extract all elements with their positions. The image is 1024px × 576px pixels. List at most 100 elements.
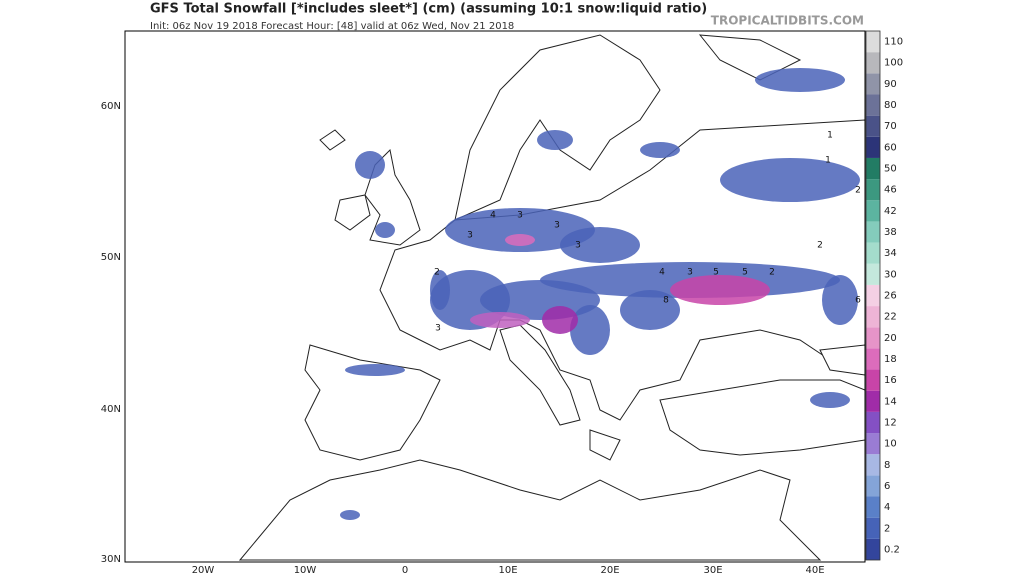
colorbar-swatch	[866, 73, 880, 95]
colorbar-label: 8	[884, 460, 890, 471]
colorbar-swatch	[866, 454, 880, 476]
colorbar-label: 10	[884, 439, 897, 450]
colorbar-swatch	[866, 115, 880, 137]
colorbar-label: 42	[884, 206, 897, 217]
colorbar-swatch	[866, 306, 880, 328]
latitude-label: 60N	[101, 101, 121, 112]
latitude-label: 30N	[101, 554, 121, 565]
colorbar-swatch	[866, 475, 880, 497]
snowfall-area	[505, 234, 535, 246]
colorbar-label: 4	[884, 502, 890, 513]
coastline	[304, 344, 441, 461]
contour-label: 5	[742, 268, 748, 278]
snowfall-area	[340, 510, 360, 520]
colorbar-swatch	[866, 369, 880, 391]
snowfall-area	[430, 270, 450, 310]
colorbar-swatch	[866, 136, 880, 158]
colorbar-swatch	[866, 221, 880, 243]
snowfall-area	[640, 142, 680, 158]
contour-label: 2	[855, 186, 861, 196]
snowfall-area	[620, 290, 680, 330]
longitude-label: 10W	[294, 565, 317, 576]
colorbar-swatch	[866, 179, 880, 201]
latitude-label: 40N	[101, 404, 121, 415]
contour-label: 2	[769, 268, 775, 278]
colorbar-swatch	[866, 390, 880, 412]
colorbar-swatch	[866, 94, 880, 116]
colorbar-swatch	[866, 31, 880, 53]
longitude-label: 20E	[600, 565, 619, 576]
contour-label: 3	[435, 324, 441, 334]
colorbar-swatch	[866, 348, 880, 370]
colorbar-swatch	[866, 52, 880, 74]
snowfall-area	[755, 68, 845, 92]
contour-label: 3	[554, 221, 560, 231]
colorbar-label: 16	[884, 375, 897, 386]
colorbar-label: 80	[884, 100, 897, 111]
coastline	[319, 129, 346, 151]
contour-label: 3	[575, 241, 581, 251]
latitude-label: 50N	[101, 252, 121, 263]
snowfall-area	[375, 222, 395, 238]
contour-label: 3	[517, 211, 523, 221]
snowfall-area	[355, 151, 385, 179]
contour-label: 5	[713, 268, 719, 278]
colorbar-label: 30	[884, 269, 897, 280]
colorbar-label: 50	[884, 164, 897, 175]
longitude-label: 40E	[805, 565, 824, 576]
colorbar-label: 70	[884, 121, 897, 132]
snowfall-area	[345, 364, 405, 376]
colorbar-label: 0.2	[884, 544, 900, 555]
longitude-label: 20W	[192, 565, 215, 576]
snowfall-area	[822, 275, 858, 325]
colorbar-label: 20	[884, 333, 897, 344]
snowfall-area	[570, 305, 610, 355]
snowfall-area	[470, 312, 530, 328]
contour-label: 4	[490, 211, 496, 221]
colorbar-swatch	[866, 433, 880, 455]
snowfall-area	[670, 275, 770, 305]
colorbar-swatch	[866, 242, 880, 264]
longitude-label: 10E	[498, 565, 517, 576]
contour-label: 2	[434, 268, 440, 278]
watermark: TROPICALTIDBITS.COM	[711, 14, 864, 28]
colorbar-label: 12	[884, 417, 897, 428]
contour-label: 6	[855, 296, 861, 306]
coastline	[238, 459, 822, 561]
colorbar-swatch	[866, 200, 880, 222]
colorbar-swatch	[866, 538, 880, 560]
colorbar-frame	[865, 30, 881, 561]
colorbar-label: 14	[884, 396, 897, 407]
colorbar-swatch	[866, 284, 880, 307]
longitude-label: 0	[402, 565, 408, 576]
colorbar-label: 38	[884, 227, 897, 238]
colorbar-swatch	[866, 517, 880, 539]
map-frame	[124, 30, 866, 563]
coastline	[819, 344, 865, 376]
colorbar-label: 46	[884, 185, 897, 196]
colorbar-label: 26	[884, 291, 897, 302]
colorbar-label: 90	[884, 79, 897, 90]
contour-label: 8	[663, 296, 669, 306]
contour-label: 4	[659, 268, 665, 278]
contour-label: 1	[827, 131, 833, 141]
title: GFS Total Snowfall [*includes sleet*] (c…	[150, 2, 707, 17]
colorbar-label: 18	[884, 354, 897, 365]
snowfall-area	[810, 392, 850, 408]
snowfall-area	[537, 130, 573, 150]
contour-label: 3	[467, 231, 473, 241]
longitude-label: 30E	[703, 565, 722, 576]
colorbar-swatch	[866, 496, 880, 518]
subtitle: Init: 06z Nov 19 2018 Forecast Hour: [48…	[150, 21, 514, 32]
snowfall-area	[560, 227, 640, 263]
contour-label: 1	[825, 156, 831, 166]
snowfall-area	[542, 306, 578, 334]
coastline	[589, 429, 621, 461]
colorbar-label: 22	[884, 312, 897, 323]
colorbar-swatch	[866, 157, 880, 180]
colorbar-swatch	[866, 263, 880, 285]
colorbar-label: 2	[884, 523, 890, 534]
colorbar-label: 60	[884, 142, 897, 153]
colorbar-swatch	[866, 411, 880, 434]
map: 4 3 3 2 3 3 4 3 5 2 5 6 1 1 2 2 3 8	[238, 34, 865, 561]
